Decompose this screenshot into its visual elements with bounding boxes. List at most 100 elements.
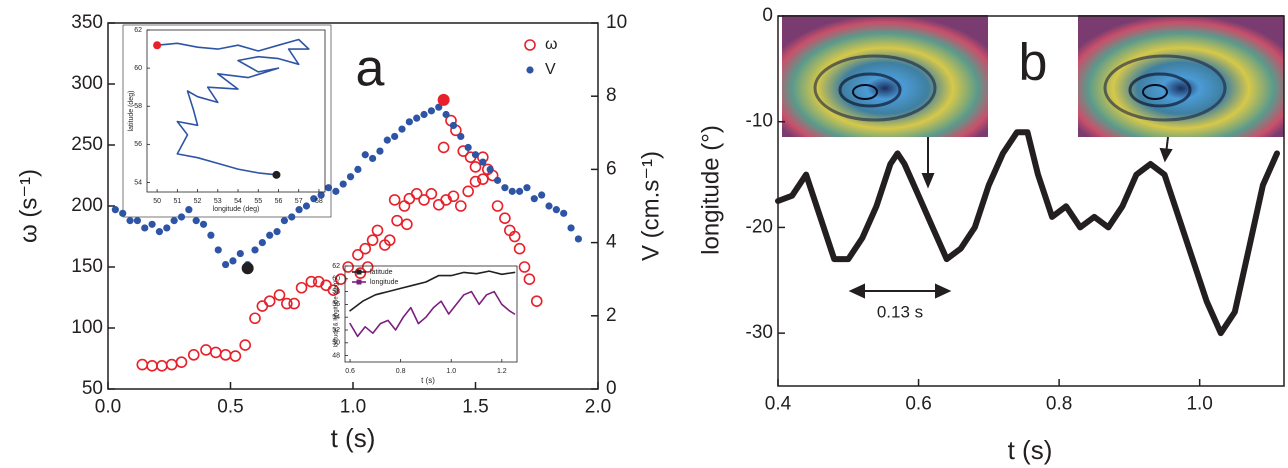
swirl-photo [1078,15,1284,137]
data-point [359,242,372,255]
data-point [354,267,367,279]
y-axis-label: latitude & longitude (deg) [334,281,340,348]
data-point [427,107,435,115]
x-tick-label: 2.0 [585,396,611,417]
data-point [457,145,470,157]
data-point [148,220,156,228]
data-line [349,290,516,338]
data-point [413,114,421,122]
y2-axis-label: V (cm.s⁻¹) [637,151,664,261]
data-point [418,194,430,206]
data-point [305,275,318,288]
data-point [469,161,482,173]
y-tick-label: 250 [71,134,103,155]
y-tick-label: 50 [82,378,103,399]
data-line [349,270,516,312]
data-point [398,125,406,133]
data-point [111,206,119,214]
data-point [435,103,443,111]
data-point [258,239,266,247]
legend-marker [524,39,536,51]
data-point [352,249,364,261]
data-point [133,217,141,225]
data-point [530,195,538,203]
x-tick-label: 1.2 [497,368,507,375]
data-point [469,175,482,188]
arrows [848,136,1173,299]
y-tick-label: 56 [332,301,340,308]
data-point [508,187,516,195]
highlight-point [272,170,281,179]
data-point [170,217,178,225]
data-point [403,192,416,205]
data-point [491,200,504,212]
data-point [199,220,208,228]
data-point [229,257,237,265]
data-point [187,349,200,361]
x-tick-label: 1.0 [446,368,456,375]
data-point [146,360,158,372]
data-point [567,224,575,232]
x-axis-label: t (s) [1008,435,1053,465]
x-tick-label: 0.6 [345,368,355,375]
data-point [462,185,474,198]
data-point [263,295,276,307]
x-tick-label: 0.8 [1046,393,1072,414]
y-tick-label: 350 [71,12,103,33]
highlight-point [241,262,254,275]
data-point [273,289,286,301]
data-point [383,234,396,246]
panel-label: b [1019,34,1048,92]
x-tick-label: 1.0 [1186,393,1212,414]
data-point [229,350,242,362]
data-point [437,141,450,154]
y2-tick-label: 4 [606,232,617,253]
x-tick-label: 1.5 [462,396,488,417]
legend-marker [356,279,362,285]
data-point [185,206,193,214]
data-point [516,187,524,195]
x-tick-label: 0.5 [217,396,243,417]
data-point [288,297,301,310]
x-axis-label: t (s) [421,376,435,385]
panel-label: a [356,40,385,98]
data-point [371,224,384,237]
y-tick-label: 56 [134,141,142,148]
x-tick-label: 0.8 [396,368,406,375]
x-tick-label: 0.4 [765,393,792,414]
x-tick-label: 0.6 [905,393,931,414]
y-tick-label: 300 [71,73,103,94]
legend-marker [526,66,534,74]
data-point [388,194,401,206]
x-tick-label: 0.0 [95,396,121,417]
data-point [200,344,212,356]
data-point [295,206,303,214]
data-point [447,190,460,203]
data-point [281,297,293,310]
data-point [508,230,521,243]
y-tick-label: 100 [71,317,103,338]
y-tick-label: 52 [332,327,340,334]
data-point [574,235,583,243]
highlight-point [153,41,162,50]
inset-background [122,24,524,390]
legend-label: V [545,61,556,78]
data-point [366,234,379,246]
x-tick-label: 54 [234,198,242,205]
y-tick-label: 0 [762,5,773,26]
data-point [477,173,489,185]
data-point [523,273,536,286]
x-tick-label: 53 [214,198,222,205]
data-point [317,191,325,199]
y-axis-label: latitude (deg) [128,91,135,132]
y2-tick-label: 8 [606,85,617,106]
y-tick-label: 60 [332,276,340,283]
x-tick-label: 56 [275,198,283,205]
y-tick-label: -10 [746,111,773,132]
data-point [354,165,362,173]
data-point [501,184,509,192]
data-point [295,281,308,294]
data-point [513,242,526,255]
data-point [273,228,281,236]
data-point [486,165,494,173]
